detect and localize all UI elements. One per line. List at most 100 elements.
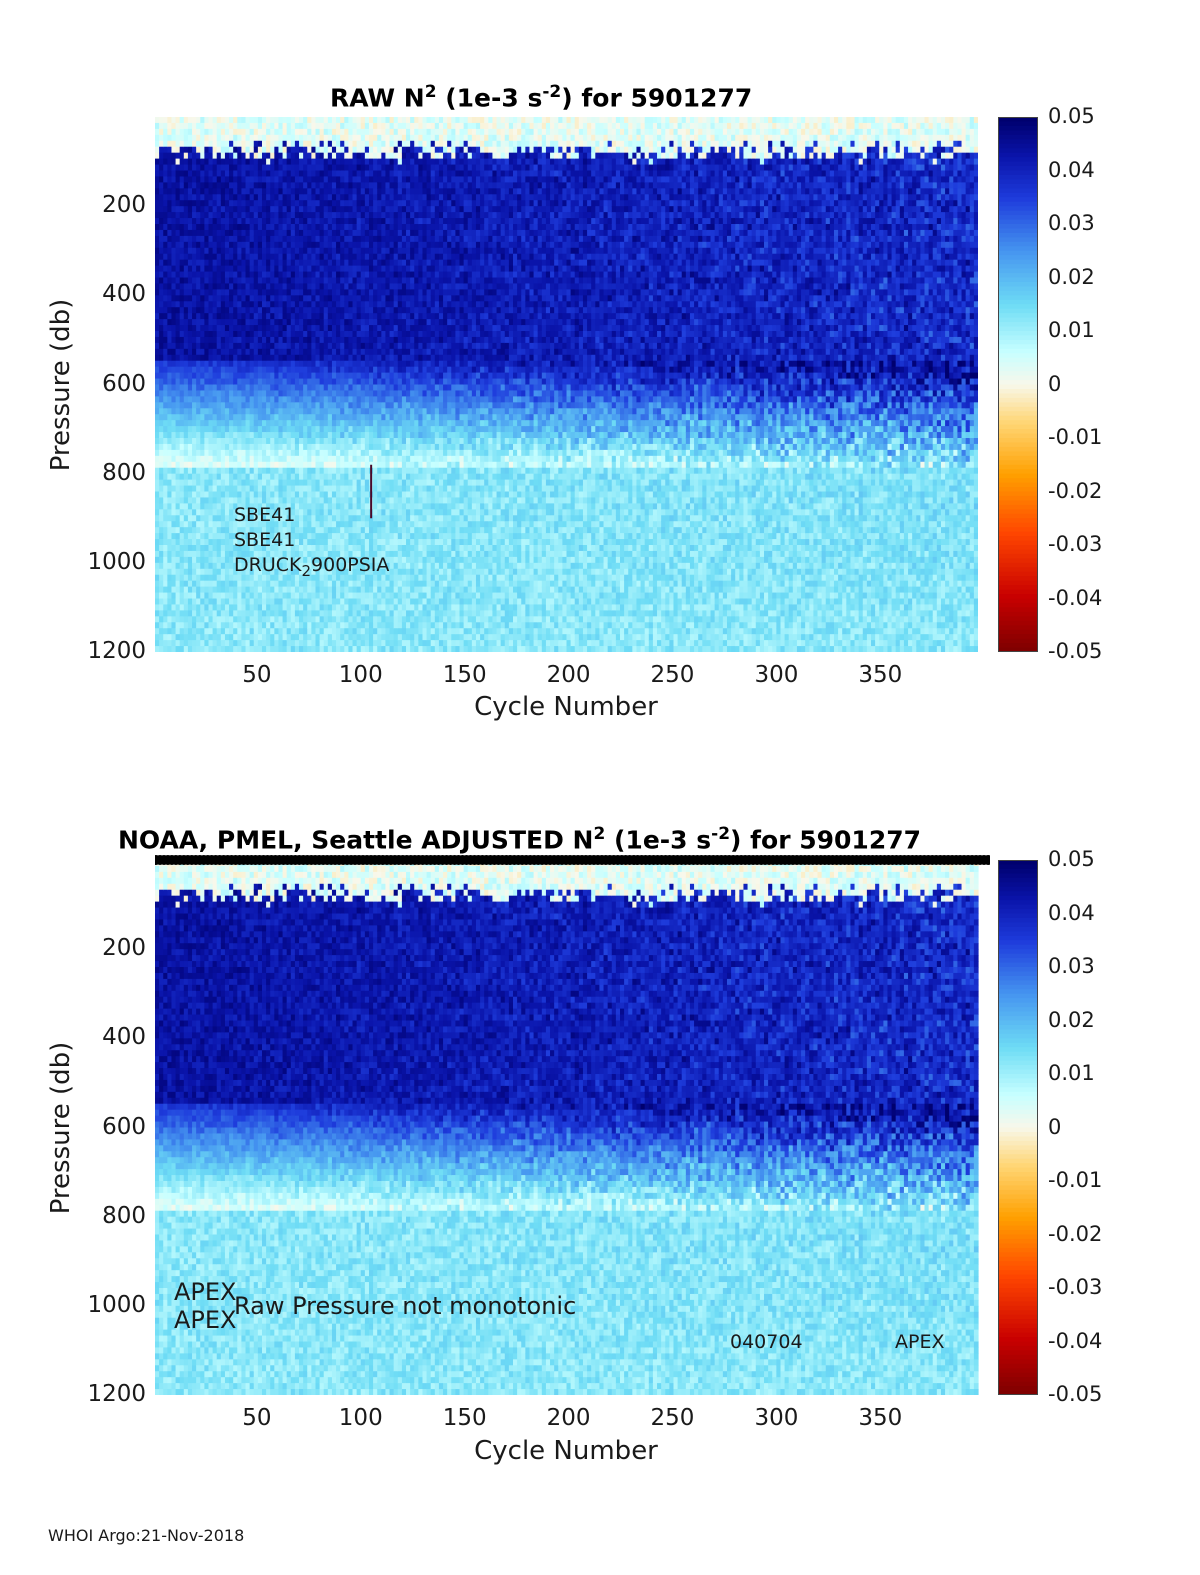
colorbar-segment: [998, 246, 1038, 252]
colorbar-segment: [998, 197, 1038, 203]
colorbar-segment: [998, 1167, 1038, 1173]
chart1-ylabel: Pressure (db): [46, 285, 76, 485]
colorbar-segment: [998, 545, 1038, 551]
colorbar-segment: [998, 366, 1038, 372]
colorbar-segment: [998, 1368, 1038, 1374]
colorbar-segment: [998, 1270, 1038, 1276]
colorbar-segment: [998, 1131, 1038, 1138]
colorbar-segment: [998, 268, 1038, 274]
colorbar-tick-label: 0.01: [1048, 1061, 1095, 1085]
colorbar-segment: [998, 273, 1038, 279]
colorbar-segment: [998, 1350, 1038, 1356]
colorbar-segment: [998, 1230, 1038, 1236]
colorbar-segment: [998, 1363, 1038, 1369]
colorbar-segment: [998, 993, 1038, 999]
colorbar-segment: [998, 562, 1038, 568]
colorbar-segment: [998, 629, 1038, 635]
colorbar-segment: [998, 1234, 1038, 1240]
colorbar-segment: [998, 134, 1038, 140]
colorbar-segment: [998, 1328, 1038, 1334]
y-tick-label: 800: [76, 460, 146, 486]
colorbar-segment: [998, 424, 1038, 430]
colorbar-segment: [998, 1038, 1038, 1044]
colorbar-segment: [998, 962, 1038, 968]
colorbar-segment: [998, 944, 1038, 950]
colorbar-segment: [998, 1078, 1038, 1084]
colorbar-segment: [998, 1024, 1038, 1031]
colorbar-tick-label: -0.04: [1048, 1329, 1102, 1353]
colorbar-segment: [998, 304, 1038, 310]
chart2-title: NOAA, PMEL, Seattle ADJUSTED N2 (1e-3 s-…: [118, 824, 921, 854]
colorbar-segment: [998, 250, 1038, 256]
x-tick-label: 300: [741, 662, 811, 688]
colorbar-tick-label: -0.05: [1048, 1382, 1102, 1406]
colorbar-segment: [998, 1225, 1038, 1231]
colorbar-segment: [998, 174, 1038, 181]
colorbar-segment: [998, 375, 1038, 381]
colorbar-segment: [998, 388, 1038, 395]
colorbar-segment: [998, 940, 1038, 946]
colorbar-segment: [998, 1033, 1038, 1039]
colorbar-segment: [998, 1056, 1038, 1062]
colorbar-tick-label: 0.03: [1048, 211, 1095, 235]
colorbar-segment: [998, 1386, 1038, 1392]
chart1-heatmap: [155, 117, 978, 652]
colorbar-tick-label: 0: [1048, 1115, 1061, 1139]
colorbar-segment: [998, 1140, 1038, 1146]
colorbar-segment: [998, 949, 1038, 955]
colorbar-segment: [998, 634, 1038, 640]
x-tick-label: 350: [845, 1405, 915, 1431]
colorbar-segment: [998, 313, 1038, 319]
colorbar-segment: [998, 522, 1038, 528]
colorbar-segment: [998, 473, 1038, 479]
colorbar-segment: [998, 1296, 1038, 1302]
colorbar-segment: [998, 953, 1038, 959]
colorbar-tick-label: -0.03: [1048, 532, 1102, 556]
colorbar-segment: [998, 469, 1038, 475]
colorbar-segment: [998, 647, 1038, 652]
colorbar-tick-label: -0.02: [1048, 1222, 1102, 1246]
chart2-annotation-firmware: 040704: [730, 1331, 803, 1353]
colorbar-segment: [998, 895, 1038, 901]
colorbar-segment: [998, 1310, 1038, 1316]
top-marker-dot: [983, 855, 990, 865]
x-tick-label: 50: [222, 662, 292, 688]
colorbar-segment: [998, 864, 1038, 870]
colorbar-segment: [998, 308, 1038, 314]
colorbar-segment: [998, 926, 1038, 932]
colorbar-segment: [998, 224, 1038, 230]
colorbar-segment: [998, 277, 1038, 283]
colorbar-segment: [998, 420, 1038, 426]
colorbar-segment: [998, 281, 1038, 288]
colorbar-segment: [998, 232, 1038, 238]
colorbar-segment: [998, 1163, 1038, 1169]
y-tick-label: 800: [76, 1203, 146, 1229]
colorbar-segment: [998, 1238, 1038, 1245]
colorbar-segment: [998, 170, 1038, 176]
colorbar-segment: [998, 1261, 1038, 1267]
x-tick-label: 350: [845, 662, 915, 688]
colorbar-segment: [998, 482, 1038, 488]
colorbar-segment: [998, 1181, 1038, 1187]
colorbar-segment: [998, 1082, 1038, 1088]
colorbar-segment: [998, 255, 1038, 261]
colorbar-segment: [998, 984, 1038, 990]
colorbar-segment: [998, 1109, 1038, 1115]
chart2-ylabel: Pressure (db): [46, 1028, 76, 1228]
colorbar-segment: [998, 322, 1038, 328]
colorbar-segment: [998, 290, 1038, 296]
colorbar-tick-label: -0.02: [1048, 479, 1102, 503]
colorbar-segment: [998, 148, 1038, 154]
colorbar-tick-label: -0.01: [1048, 425, 1102, 449]
colorbar-segment: [998, 438, 1038, 444]
colorbar-segment: [998, 406, 1038, 412]
y-tick-label: 600: [76, 1114, 146, 1140]
colorbar-segment: [998, 317, 1038, 323]
colorbar-segment: [998, 500, 1038, 506]
colorbar-segment: [998, 531, 1038, 537]
colorbar-segment: [998, 873, 1038, 879]
colorbar-segment: [998, 1274, 1038, 1280]
colorbar-segment: [998, 1221, 1038, 1227]
colorbar-segment: [998, 585, 1038, 591]
colorbar-segment: [998, 935, 1038, 941]
